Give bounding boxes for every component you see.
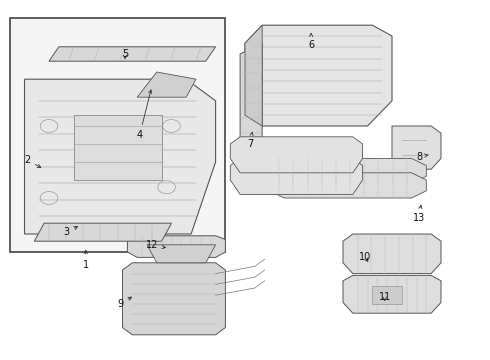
Text: 11: 11 (378, 292, 391, 302)
Polygon shape (343, 275, 441, 313)
Polygon shape (245, 25, 392, 126)
Polygon shape (270, 158, 426, 184)
Bar (372, 286, 402, 304)
Polygon shape (122, 263, 225, 335)
Text: 13: 13 (413, 205, 425, 223)
Polygon shape (240, 43, 262, 144)
Text: 4: 4 (137, 90, 152, 140)
Bar (10, 18, 225, 252)
Bar (74, 115, 162, 180)
Polygon shape (230, 158, 363, 194)
Text: 7: 7 (247, 132, 253, 149)
Polygon shape (270, 173, 426, 198)
Polygon shape (49, 47, 216, 61)
Text: 2: 2 (24, 155, 41, 167)
Polygon shape (343, 234, 441, 274)
Text: 3: 3 (63, 226, 77, 237)
Text: 1: 1 (83, 250, 89, 270)
Polygon shape (147, 245, 216, 263)
Polygon shape (34, 223, 172, 241)
Polygon shape (137, 72, 196, 97)
Polygon shape (245, 25, 262, 126)
Polygon shape (392, 126, 441, 169)
Text: 9: 9 (117, 297, 132, 309)
Polygon shape (230, 137, 363, 173)
Text: 6: 6 (308, 33, 314, 50)
Text: 10: 10 (359, 252, 371, 262)
Polygon shape (127, 236, 225, 257)
Polygon shape (24, 79, 216, 234)
Text: 12: 12 (146, 240, 166, 250)
Text: 8: 8 (416, 152, 428, 162)
Text: 5: 5 (122, 49, 128, 59)
